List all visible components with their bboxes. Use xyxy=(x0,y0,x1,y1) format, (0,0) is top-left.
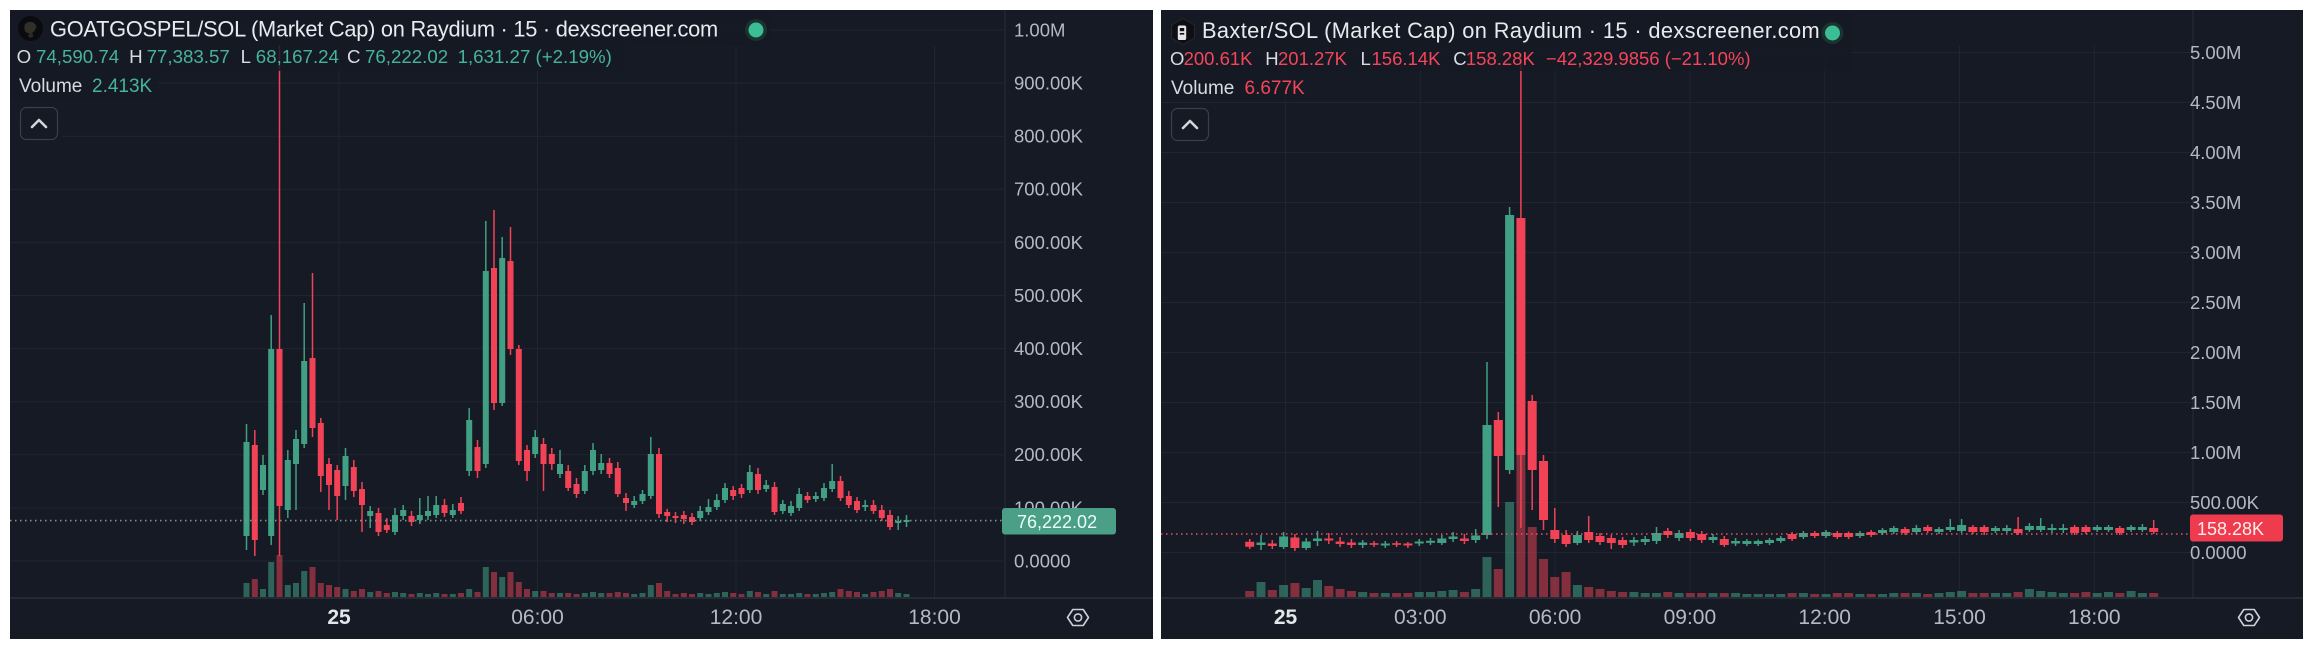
svg-text:2.00M: 2.00M xyxy=(2190,342,2241,363)
svg-text:68,167.24: 68,167.24 xyxy=(256,46,339,67)
svg-text:C: C xyxy=(1453,48,1466,69)
svg-text:0.0000: 0.0000 xyxy=(1014,550,1071,571)
svg-text:C: C xyxy=(347,46,361,67)
svg-text:300.00K: 300.00K xyxy=(1014,391,1084,412)
svg-text:2.50M: 2.50M xyxy=(2190,292,2241,313)
svg-text:−42,329.9856 (−21.10%): −42,329.9856 (−21.10%) xyxy=(1546,48,1751,69)
svg-text:156.14K: 156.14K xyxy=(1372,48,1442,69)
svg-text:6.677K: 6.677K xyxy=(1245,78,1306,99)
svg-text:L: L xyxy=(241,46,251,67)
svg-text:Baxter/SOL (Market Cap) on Ray: Baxter/SOL (Market Cap) on Raydium · 15 … xyxy=(1202,18,1820,43)
svg-text:700.00K: 700.00K xyxy=(1014,179,1084,200)
svg-text:158.28K: 158.28K xyxy=(2197,519,2264,539)
svg-text:O: O xyxy=(1170,48,1184,69)
svg-text:5.00M: 5.00M xyxy=(2190,42,2241,63)
svg-text:12:00: 12:00 xyxy=(1798,606,1851,629)
svg-text:L: L xyxy=(1361,48,1371,69)
svg-text:200.61K: 200.61K xyxy=(1184,48,1254,69)
svg-text:1,631.27 (+2.19%): 1,631.27 (+2.19%) xyxy=(458,46,612,67)
svg-text:4.50M: 4.50M xyxy=(2190,92,2241,113)
svg-text:H: H xyxy=(129,46,143,67)
svg-text:158.28K: 158.28K xyxy=(1466,48,1536,69)
svg-text:03:00: 03:00 xyxy=(1394,606,1447,629)
svg-text:18:00: 18:00 xyxy=(908,606,961,629)
svg-text:600.00K: 600.00K xyxy=(1014,232,1084,253)
svg-text:77,383.57: 77,383.57 xyxy=(147,46,230,67)
svg-text:200.00K: 200.00K xyxy=(1014,444,1084,465)
svg-text:2.413K: 2.413K xyxy=(92,76,153,97)
svg-text:06:00: 06:00 xyxy=(511,606,564,629)
svg-text:1.00M: 1.00M xyxy=(1014,19,1065,40)
svg-text:76,222.02: 76,222.02 xyxy=(365,46,448,67)
svg-text:25: 25 xyxy=(327,606,351,629)
svg-text:74,590.74: 74,590.74 xyxy=(36,46,119,67)
svg-text:06:00: 06:00 xyxy=(1529,606,1582,629)
svg-text:25: 25 xyxy=(1274,606,1298,629)
svg-text:GOATGOSPEL/SOL (Market Cap) on: GOATGOSPEL/SOL (Market Cap) on Raydium ·… xyxy=(50,17,718,42)
svg-text:4.00M: 4.00M xyxy=(2190,142,2241,163)
svg-text:12:00: 12:00 xyxy=(710,606,763,629)
svg-text:3.00M: 3.00M xyxy=(2190,242,2241,263)
svg-text:1.50M: 1.50M xyxy=(2190,392,2241,413)
svg-text:500.00K: 500.00K xyxy=(2190,492,2260,513)
svg-text:1.00M: 1.00M xyxy=(2190,442,2241,463)
svg-text:500.00K: 500.00K xyxy=(1014,285,1084,306)
svg-text:800.00K: 800.00K xyxy=(1014,126,1084,147)
svg-text:18:00: 18:00 xyxy=(2068,606,2121,629)
svg-text:3.50M: 3.50M xyxy=(2190,192,2241,213)
svg-text:400.00K: 400.00K xyxy=(1014,338,1084,359)
svg-text:900.00K: 900.00K xyxy=(1014,73,1084,94)
svg-text:09:00: 09:00 xyxy=(1664,606,1717,629)
svg-text:201.27K: 201.27K xyxy=(1278,48,1348,69)
svg-text:76,222.02: 76,222.02 xyxy=(1017,512,1097,532)
svg-text:O: O xyxy=(17,46,32,67)
svg-text:H: H xyxy=(1265,48,1278,69)
svg-text:0.0000: 0.0000 xyxy=(2190,542,2247,563)
svg-text:Volume: Volume xyxy=(1171,78,1234,99)
svg-text:15:00: 15:00 xyxy=(1933,606,1986,629)
svg-text:Volume: Volume xyxy=(19,76,82,97)
